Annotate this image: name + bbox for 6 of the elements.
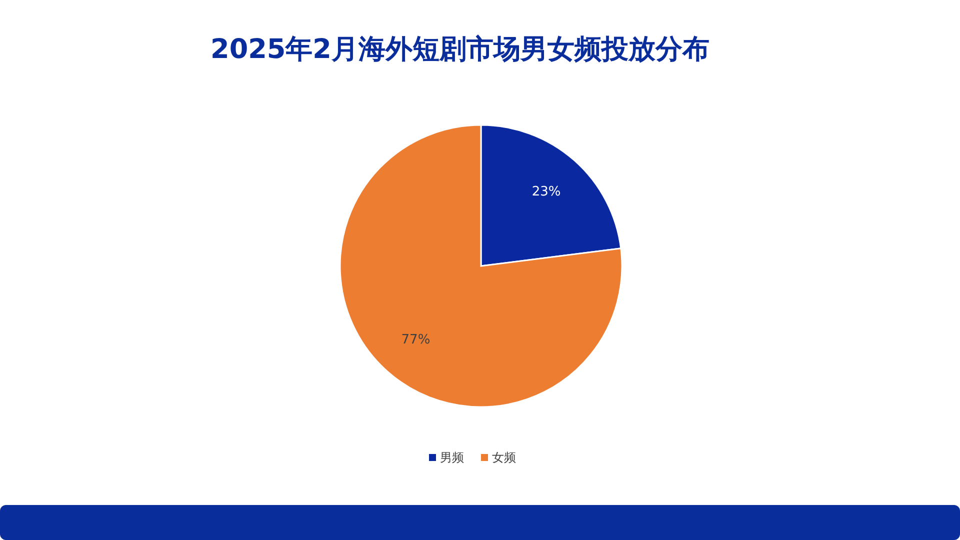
legend-label: 女频 bbox=[492, 450, 516, 464]
chart-title: 2025年2月海外短剧市场男女频投放分布 bbox=[210, 34, 710, 65]
data-label: 77% bbox=[401, 332, 430, 348]
legend-label: 男频 bbox=[440, 450, 464, 464]
data-label: 23% bbox=[532, 184, 561, 200]
pie-slice bbox=[339, 124, 623, 408]
